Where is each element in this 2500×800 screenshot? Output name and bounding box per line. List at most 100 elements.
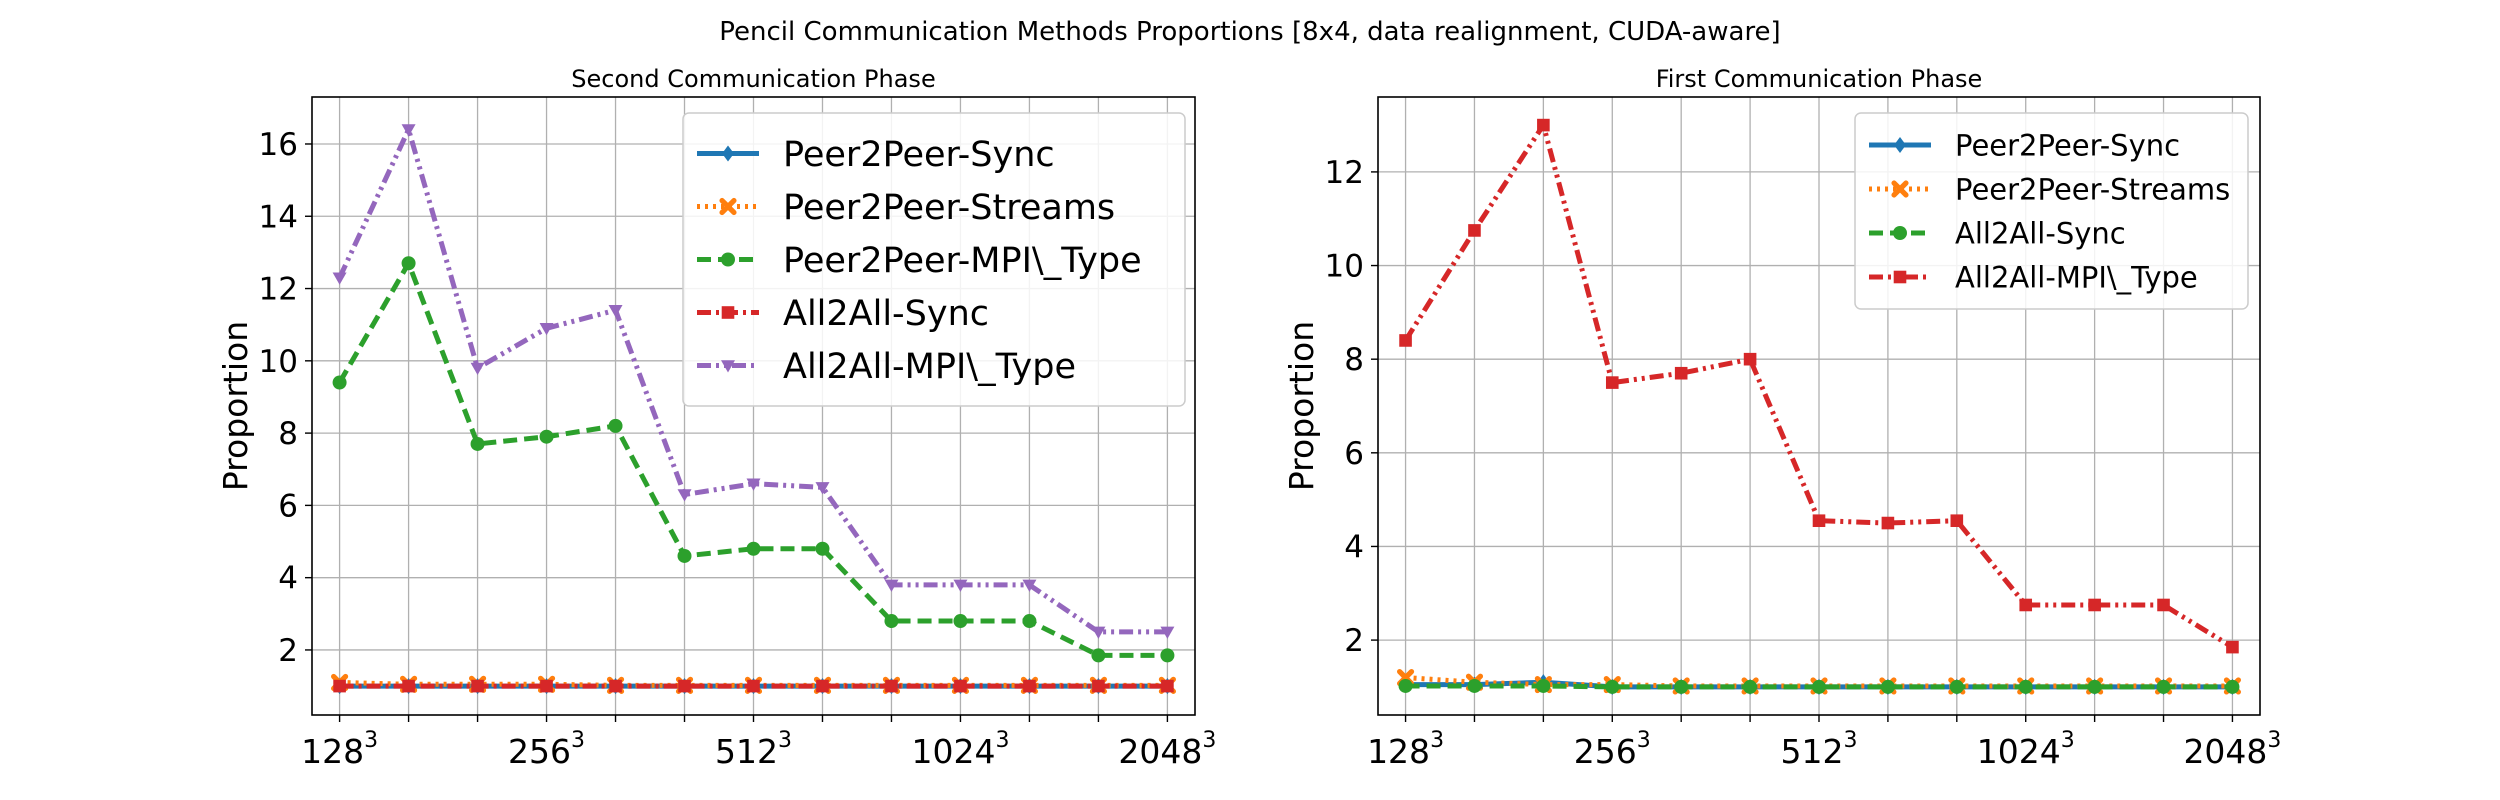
legend-label: Peer2Peer-Streams xyxy=(783,188,1115,228)
y-tick-label: 16 xyxy=(259,127,298,163)
legend-marker xyxy=(1894,136,1906,154)
data-point xyxy=(746,478,761,491)
data-point xyxy=(401,124,416,137)
y-tick-label: 10 xyxy=(1325,249,1364,285)
data-point xyxy=(1812,679,1826,694)
y-tick-label: 4 xyxy=(278,561,298,597)
data-point xyxy=(1537,118,1550,132)
legend-marker xyxy=(1891,180,1909,198)
x-tick-label: 20483 xyxy=(2183,728,2281,771)
y-tick-label: 2 xyxy=(278,633,298,669)
data-point xyxy=(608,418,623,433)
y-tick-label: 8 xyxy=(1344,342,1364,378)
data-point xyxy=(2087,679,2102,694)
data-point xyxy=(608,304,623,318)
data-point xyxy=(2156,679,2171,694)
data-point xyxy=(539,429,554,444)
data-point xyxy=(471,679,484,693)
data-point xyxy=(470,362,485,376)
legend-marker xyxy=(721,306,735,319)
x-tick-label: 5123 xyxy=(1781,728,1858,771)
legend: Peer2Peer-Sync Peer2Peer-Streams Peer2Peer… xyxy=(682,112,1186,407)
data-point xyxy=(1022,579,1037,592)
data-point xyxy=(747,679,760,693)
y-tick-label: 6 xyxy=(1344,436,1364,472)
legend-label: All2All-MPI\_Type xyxy=(783,347,1076,387)
data-point xyxy=(2019,598,2033,612)
x-tick-label: 2563 xyxy=(1574,728,1651,771)
data-point xyxy=(609,679,622,693)
data-point xyxy=(1023,679,1036,693)
data-point xyxy=(1743,352,1757,366)
chart-second-communication-phase: Second Communication Phase 1283 2563 5123 10… xyxy=(216,65,1216,771)
data-point xyxy=(539,323,554,336)
legend-item: Peer2Peer-MPI\_Type xyxy=(697,241,1142,281)
data-point xyxy=(954,679,967,693)
legend-item: Peer2Peer-Sync xyxy=(697,135,1055,175)
y-tick-label: 14 xyxy=(259,199,298,235)
legend-marker xyxy=(719,197,737,216)
x-tick-label: 10243 xyxy=(911,728,1009,771)
data-point xyxy=(333,679,346,693)
data-point xyxy=(678,679,691,693)
data-point xyxy=(1160,648,1175,663)
legend-item: All2All-Sync xyxy=(697,294,989,334)
data-point xyxy=(1468,224,1481,237)
y-tick-label: 4 xyxy=(1344,529,1364,565)
series-peer2peer-mpi-type xyxy=(332,256,1175,663)
legend-box xyxy=(1854,112,2249,310)
data-point xyxy=(401,256,416,271)
legend-label: All2All-Sync xyxy=(783,294,989,334)
data-point xyxy=(1091,626,1106,639)
x-tick-label: 2563 xyxy=(508,728,585,771)
data-point xyxy=(885,679,898,693)
data-point xyxy=(677,548,692,563)
x-tick-label: 10243 xyxy=(1977,728,2075,771)
data-point xyxy=(1398,678,1413,693)
data-point xyxy=(470,436,485,451)
legend-marker xyxy=(722,145,734,162)
series-all2all-sync xyxy=(333,679,1174,693)
data-point xyxy=(1674,679,1689,694)
data-point xyxy=(1467,678,1482,693)
y-tick-label: 12 xyxy=(259,272,298,308)
legend-marker xyxy=(1893,226,1907,240)
data-point xyxy=(402,679,415,693)
data-point xyxy=(815,541,830,556)
data-point xyxy=(816,679,829,693)
legend-item: Peer2Peer-Sync xyxy=(1869,128,2180,162)
legend-marker xyxy=(1893,270,1907,284)
data-point xyxy=(1881,516,1895,530)
data-point xyxy=(953,579,968,592)
data-point xyxy=(540,679,553,693)
data-point xyxy=(2226,640,2239,654)
legend-box xyxy=(682,112,1186,407)
series-all2all-mpi-type xyxy=(1399,118,2239,654)
legend-item: All2All-Sync xyxy=(1869,216,2126,250)
legend-item: Peer2Peer-Streams xyxy=(697,188,1115,228)
x-tick-label: 1283 xyxy=(301,728,378,771)
data-point xyxy=(953,614,968,629)
data-point xyxy=(1399,334,1412,347)
legend-label: All2All-MPI\_Type xyxy=(1955,260,2198,294)
x-tick-label: 20483 xyxy=(1118,728,1216,771)
chart-title: Second Communication Phase xyxy=(571,65,935,93)
data-point xyxy=(1091,648,1106,663)
x-tick-label: 5123 xyxy=(715,728,792,771)
legend-label: Peer2Peer-Sync xyxy=(1955,128,2180,162)
data-point xyxy=(1161,679,1174,693)
data-point xyxy=(2018,679,2033,694)
y-tick-label: 6 xyxy=(278,488,298,524)
legend-item: All2All-MPI\_Type xyxy=(1869,260,2198,294)
y-tick-label: 2 xyxy=(1344,623,1364,659)
data-point xyxy=(332,272,347,285)
data-point xyxy=(1880,679,1895,694)
data-point xyxy=(2157,598,2170,612)
data-point xyxy=(884,579,899,592)
y-axis-label: Proportion xyxy=(216,321,255,491)
y-tick-label: 10 xyxy=(259,344,298,380)
legend-label: Peer2Peer-MPI\_Type xyxy=(783,241,1142,281)
legend-marker xyxy=(721,360,735,373)
